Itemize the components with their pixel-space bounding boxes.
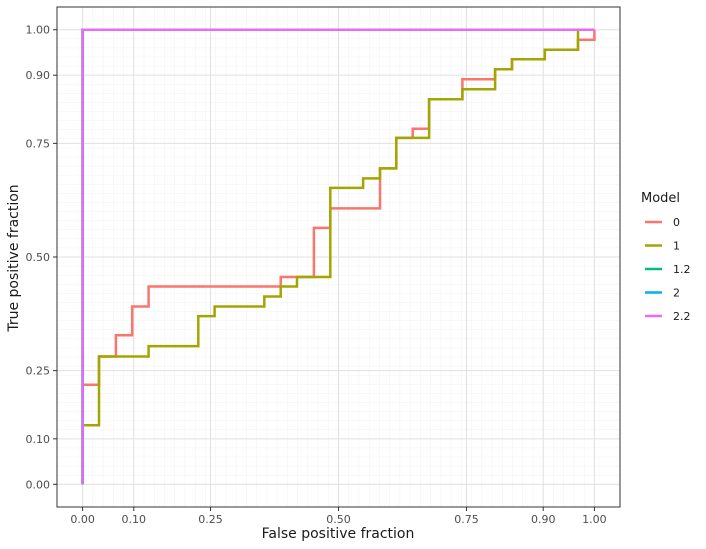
y-tick-label: 0.10 — [26, 433, 51, 446]
series-line-2.2 — [81, 28, 595, 485]
x-tick-label: 1.00 — [582, 513, 607, 526]
series-line-1 — [81, 28, 595, 485]
y-tick-label: 0.75 — [26, 137, 51, 150]
legend-label-0: 0 — [673, 216, 680, 229]
y-tick-label: 0.00 — [26, 478, 51, 491]
x-axis-ticks: 0.00 0.10 0.25 0.50 0.75 0.90 1.00 — [70, 507, 607, 526]
x-tick-label: 0.50 — [326, 513, 351, 526]
legend-label-2.2: 2.2 — [673, 310, 691, 323]
y-tick-label: 0.25 — [26, 365, 51, 378]
legend-label-1: 1 — [673, 240, 680, 253]
y-tick-label: 1.00 — [26, 24, 51, 37]
x-tick-label: 0.00 — [70, 513, 95, 526]
legend-title: Model — [641, 191, 680, 206]
y-axis-title: True positive fraction — [6, 184, 22, 332]
x-tick-label: 0.10 — [122, 513, 147, 526]
x-axis-title: False positive fraction — [262, 526, 415, 542]
legend: Model 0 1 1.2 2 2.2 — [641, 191, 691, 323]
x-tick-label: 0.75 — [454, 513, 479, 526]
legend-label-2: 2 — [673, 287, 680, 300]
x-tick-label: 0.25 — [198, 513, 223, 526]
y-axis-ticks: 0.00 0.10 0.25 0.50 0.75 0.90 1.00 — [26, 24, 57, 491]
y-tick-label: 0.90 — [26, 69, 51, 82]
y-tick-label: 0.50 — [26, 251, 51, 264]
legend-label-1.2: 1.2 — [673, 263, 691, 276]
grid — [57, 7, 620, 507]
x-tick-label: 0.90 — [531, 513, 556, 526]
series-lines — [81, 28, 596, 485]
